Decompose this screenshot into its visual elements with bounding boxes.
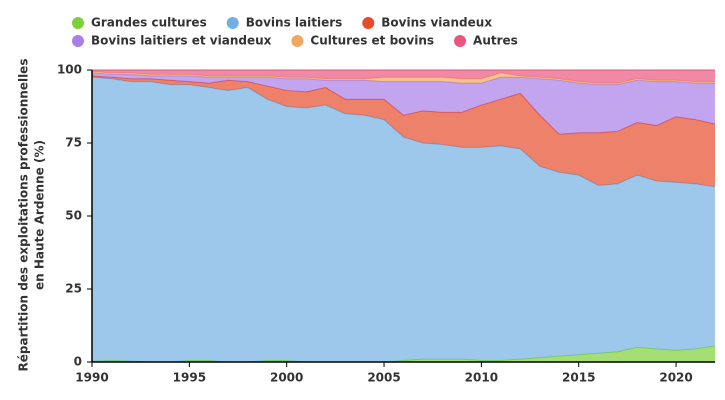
y-axis-label: en Haute Ardenne (%) <box>33 140 47 290</box>
legend-item: Bovins laitiers et viandeux <box>72 34 272 48</box>
area <box>92 75 715 187</box>
y-tick-label: 100 <box>57 63 82 77</box>
y-tick-label: 25 <box>65 282 82 296</box>
x-tick-label: 2005 <box>367 371 400 385</box>
legend-item: Grandes cultures <box>72 16 207 30</box>
legend-marker <box>72 35 84 47</box>
x-tick-label: 2015 <box>562 371 595 385</box>
legend-marker <box>291 35 304 47</box>
legend-marker <box>362 17 375 29</box>
x-tick-label: 1990 <box>75 371 108 385</box>
area <box>92 345 715 362</box>
x-tick-label: 1995 <box>173 371 206 385</box>
legend-item: Bovins laitiers <box>226 16 343 30</box>
y-tick-label: 50 <box>65 209 82 223</box>
x-tick-label: 2000 <box>270 371 303 385</box>
legend-label: Bovins laitiers et viandeux <box>91 34 272 48</box>
area <box>92 70 715 84</box>
area <box>92 72 715 135</box>
area <box>92 77 715 363</box>
legend-label: Bovins viandeux <box>381 16 492 30</box>
y-axis-label: Répartition des exploitations profession… <box>17 59 31 372</box>
legend-marker <box>72 17 84 29</box>
area <box>92 71 715 85</box>
legend-label: Autres <box>473 34 518 48</box>
y-tick-label: 75 <box>65 136 82 150</box>
legend-label: Bovins laitiers <box>246 16 343 30</box>
legend-item: Autres <box>454 34 518 48</box>
legend-item: Bovins viandeux <box>362 16 492 30</box>
y-tick-label: 0 <box>74 355 82 369</box>
legend-marker <box>226 17 239 29</box>
legend-marker <box>454 35 467 47</box>
legend-label: Grandes cultures <box>91 16 207 30</box>
x-tick-label: 2020 <box>659 371 692 385</box>
legend-item: Cultures et bovins <box>291 34 434 48</box>
legend-label: Cultures et bovins <box>310 34 434 48</box>
x-tick-label: 2010 <box>465 371 498 385</box>
